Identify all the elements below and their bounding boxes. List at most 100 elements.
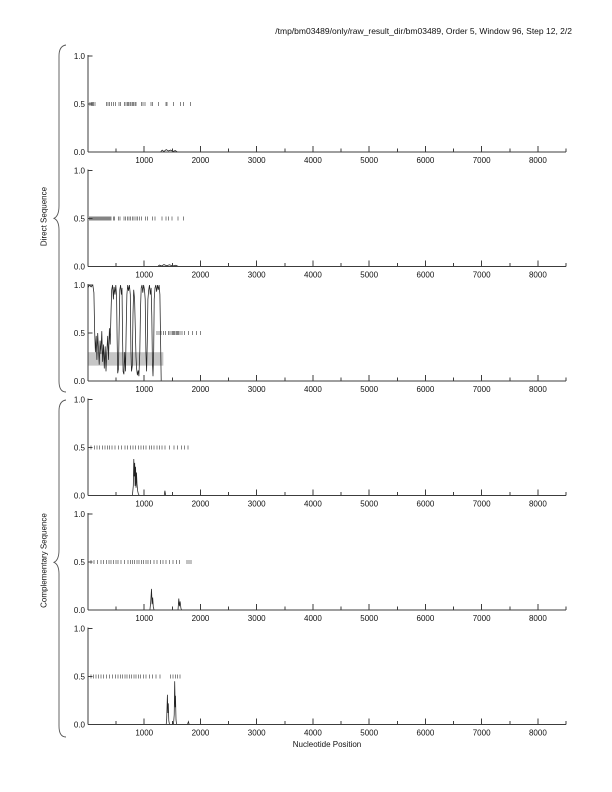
svg-text:7000: 7000	[473, 614, 491, 623]
x-tick-labels: 1000 2000 3000 4000 5000 6000 7000 8000	[135, 500, 547, 509]
svg-text:0.5: 0.5	[74, 673, 86, 682]
direct-frame-3: 0.0 0.5 1.0 1000 2000 3000 4000 5000 6000 7000 800…	[74, 281, 567, 394]
marker-ticks	[89, 101, 191, 107]
y-tick-labels: 0.0 0.5 1.0	[74, 167, 86, 272]
svg-text:0.0: 0.0	[74, 263, 86, 272]
svg-text:5000: 5000	[360, 385, 378, 394]
complementary-sequence-brace	[52, 399, 67, 738]
svg-text:8000: 8000	[529, 156, 547, 165]
svg-text:5000: 5000	[360, 614, 378, 623]
svg-text:0.5: 0.5	[74, 100, 86, 109]
axes	[87, 169, 567, 267]
svg-text:6000: 6000	[417, 729, 435, 738]
svg-text:4000: 4000	[304, 614, 322, 623]
signal-curve	[88, 149, 566, 153]
svg-text:7000: 7000	[473, 500, 491, 509]
complementary-frame-3: 0.0 0.5 1.0 1000 2000 3000 4000 5000 6000 7000 800…	[74, 625, 567, 738]
axes	[87, 398, 567, 496]
svg-text:1.0: 1.0	[74, 52, 86, 61]
svg-text:8000: 8000	[529, 271, 547, 280]
svg-text:4000: 4000	[304, 729, 322, 738]
direct-sequence-brace	[52, 44, 67, 393]
svg-text:0.0: 0.0	[74, 492, 86, 501]
marker-ticks	[156, 330, 201, 336]
svg-text:0.5: 0.5	[74, 329, 86, 338]
direct-frame-1: 0.0 0.5 1.0 1000 2000 3000 4000 5000 6000 7000 800…	[74, 52, 567, 165]
axes	[87, 513, 567, 611]
svg-text:7000: 7000	[473, 271, 491, 280]
svg-text:3000: 3000	[248, 385, 266, 394]
y-tick-labels: 0.0 0.5 1.0	[74, 52, 86, 157]
signal-curve	[88, 458, 566, 496]
svg-text:6000: 6000	[417, 271, 435, 280]
svg-text:4000: 4000	[304, 271, 322, 280]
svg-text:1.0: 1.0	[74, 396, 86, 405]
svg-text:5000: 5000	[360, 500, 378, 509]
svg-text:6000: 6000	[417, 156, 435, 165]
svg-text:5000: 5000	[360, 271, 378, 280]
svg-text:0.5: 0.5	[74, 444, 86, 453]
complementary-sequence-axis-label: Complementary Sequence	[39, 513, 49, 608]
complementary-frame-2: 0.0 0.5 1.0 1000 2000 3000 4000 5000 6000 7000 800…	[74, 510, 567, 623]
svg-text:6000: 6000	[417, 614, 435, 623]
svg-text:2000: 2000	[192, 271, 210, 280]
svg-text:2000: 2000	[192, 729, 210, 738]
svg-text:1.0: 1.0	[74, 281, 86, 290]
marker-ticks	[90, 559, 192, 565]
svg-text:2000: 2000	[192, 156, 210, 165]
svg-text:4000: 4000	[304, 500, 322, 509]
svg-text:2000: 2000	[192, 614, 210, 623]
axes	[87, 627, 567, 725]
signal-curve	[87, 284, 566, 382]
x-axis-title: Nucleotide Position	[292, 740, 362, 749]
svg-text:3000: 3000	[248, 614, 266, 623]
svg-text:8000: 8000	[529, 385, 547, 394]
svg-text:1000: 1000	[135, 729, 153, 738]
svg-text:5000: 5000	[360, 156, 378, 165]
svg-text:3000: 3000	[248, 271, 266, 280]
marker-ticks	[89, 216, 185, 221]
svg-text:3000: 3000	[248, 500, 266, 509]
x-tick-labels: 1000 2000 3000 4000 5000 6000 7000 8000	[135, 271, 547, 280]
svg-text:6000: 6000	[417, 385, 435, 394]
y-tick-labels: 0.0 0.5 1.0	[74, 396, 86, 501]
svg-text:8000: 8000	[529, 729, 547, 738]
panel-group: 0.0 0.5 1.0 1000 2000 3000 4000 5000 6000 7000 800…	[74, 52, 567, 738]
svg-text:7000: 7000	[473, 156, 491, 165]
x-tick-labels: 1000 2000 3000 4000 5000 6000 7000 8000	[135, 385, 547, 394]
svg-text:3000: 3000	[248, 156, 266, 165]
signal-curve	[88, 588, 566, 611]
y-tick-labels: 0.0 0.5 1.0	[74, 510, 86, 615]
svg-text:0.0: 0.0	[74, 148, 86, 157]
signal-curve	[88, 681, 566, 725]
svg-text:5000: 5000	[360, 729, 378, 738]
svg-text:1000: 1000	[135, 271, 153, 280]
svg-text:0.5: 0.5	[74, 215, 86, 224]
svg-text:2000: 2000	[192, 500, 210, 509]
chart-title: /tmp/bm03489/only/raw_result_dir/bm03489…	[275, 26, 572, 36]
svg-text:4000: 4000	[304, 156, 322, 165]
direct-frame-2: 0.0 0.5 1.0 1000 2000 3000 4000 5000 6000 7000 800…	[74, 167, 567, 280]
svg-text:1000: 1000	[135, 500, 153, 509]
signal-curve	[88, 264, 566, 267]
direct-sequence-axis-label: Direct Sequence	[39, 186, 49, 247]
svg-text:1.0: 1.0	[74, 510, 86, 519]
marker-ticks	[90, 445, 189, 450]
svg-text:0.0: 0.0	[74, 377, 86, 386]
svg-text:1000: 1000	[135, 614, 153, 623]
svg-text:8000: 8000	[529, 614, 547, 623]
svg-text:4000: 4000	[304, 385, 322, 394]
svg-text:3000: 3000	[248, 729, 266, 738]
svg-text:7000: 7000	[473, 385, 491, 394]
svg-text:2000: 2000	[192, 385, 210, 394]
svg-text:0.0: 0.0	[74, 606, 86, 615]
svg-text:8000: 8000	[529, 500, 547, 509]
y-tick-labels: 0.0 0.5 1.0	[74, 625, 86, 730]
axes	[87, 55, 567, 153]
complementary-frame-1: 0.0 0.5 1.0 1000 2000 3000 4000 5000 6000 7000 800…	[74, 396, 567, 509]
x-tick-labels: 1000 2000 3000 4000 5000 6000 7000 8000	[135, 156, 547, 165]
svg-text:1000: 1000	[135, 385, 153, 394]
marker-ticks	[90, 674, 181, 679]
